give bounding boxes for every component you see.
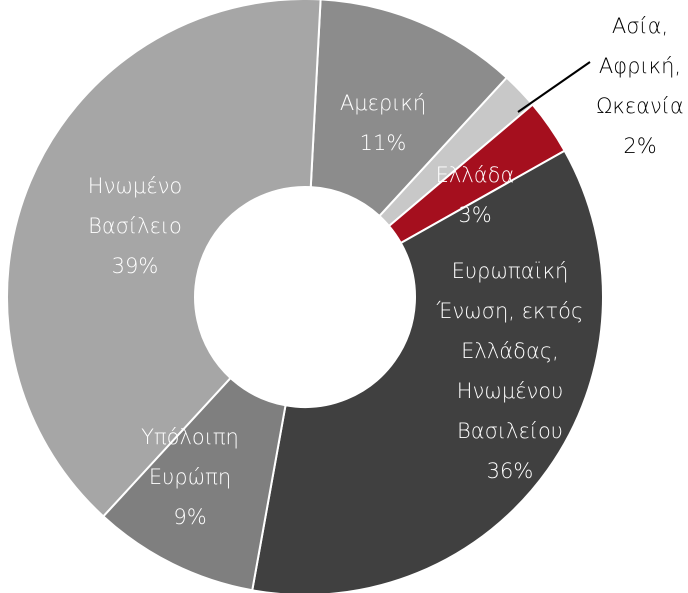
value-label: 2% <box>623 134 656 158</box>
segment-label: Ευρώπη <box>149 465 231 489</box>
donut-segment <box>6 0 322 518</box>
segment-label: Ένωση, εκτός <box>436 299 584 323</box>
segment-label: Υπόλοιπη <box>141 425 239 449</box>
value-label: 39% <box>112 254 159 278</box>
segment-label: Βασιλείου <box>457 419 563 443</box>
donut-segment <box>309 0 509 218</box>
segment-label: Ασία, <box>612 14 668 38</box>
segment-label: Αφρική, <box>599 54 681 78</box>
segment-label: Ελλάδας, <box>461 339 559 363</box>
segment-label: Ευρωπαϊκή <box>452 259 569 283</box>
value-label: 36% <box>487 459 534 483</box>
leader-line <box>517 61 591 113</box>
value-label: 11% <box>360 131 407 155</box>
segment-label: Αμερική <box>340 91 426 115</box>
segment-label: Βασίλειο <box>88 214 182 238</box>
segment-label: Ελλάδα <box>436 163 515 187</box>
segment-label: Ωκεανία <box>596 94 683 118</box>
segment-label: Ηνωμένο <box>88 174 182 198</box>
donut-segment <box>251 149 604 593</box>
value-label: 9% <box>173 505 206 529</box>
segment-label: Ηνωμένου <box>457 379 564 403</box>
value-label: 3% <box>458 203 491 227</box>
